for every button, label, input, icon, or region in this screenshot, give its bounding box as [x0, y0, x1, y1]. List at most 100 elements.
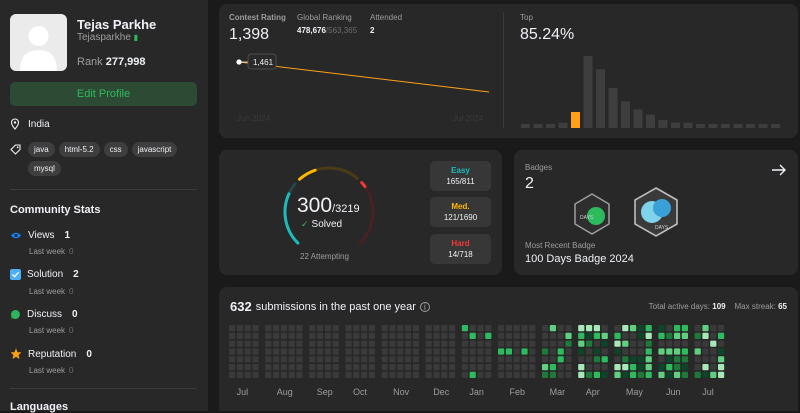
heatmap-cell [368, 325, 375, 332]
heatmap-cell [236, 371, 243, 378]
heatmap-cell [288, 371, 295, 378]
heatmap-cell [542, 340, 549, 347]
heatmap-cell [361, 325, 368, 332]
histogram-bar [596, 69, 605, 128]
medium-badge[interactable]: Med. 121/1690 [430, 197, 491, 227]
heatmap-cell [405, 332, 412, 339]
heatmap-cell [469, 364, 476, 371]
skill-tag[interactable]: javascript [131, 142, 178, 157]
heatmap-cell [425, 364, 432, 371]
heatmap-cell [666, 348, 673, 355]
heatmap-cell [317, 340, 324, 347]
heatmap-cell [324, 364, 331, 371]
heatmap-cell [578, 348, 585, 355]
histogram-bar [758, 124, 768, 128]
heatmap-cell [586, 348, 593, 355]
heatmap-cell [521, 356, 528, 363]
heatmap-cell [565, 364, 572, 371]
heatmap-cell [614, 325, 621, 332]
heatmap-cell [505, 332, 512, 339]
skill-tag[interactable]: css [103, 142, 128, 157]
heatmap-cell [542, 332, 549, 339]
edit-profile-button[interactable]: Edit Profile [10, 82, 197, 106]
heatmap-cell [389, 356, 396, 363]
recent-badge-label: Most Recent Badge [525, 241, 596, 250]
heatmap-cell [601, 371, 608, 378]
copy-icon[interactable]: ▮ [133, 33, 139, 42]
heatmap-cell [513, 340, 520, 347]
heatmap-cell [425, 356, 432, 363]
heatmap-cell [578, 371, 585, 378]
heatmap-cell [353, 332, 360, 339]
heatmap-cell [244, 340, 251, 347]
arrow-right-icon[interactable] [771, 163, 787, 177]
info-icon[interactable]: i [419, 301, 430, 312]
heatmap-cell [324, 332, 331, 339]
skill-tag[interactable]: mysql [28, 161, 61, 176]
stat-views: Views 1 [10, 230, 70, 241]
heatmap-cell [645, 364, 652, 371]
heatmap-cell [666, 364, 673, 371]
histogram-bar [771, 124, 780, 128]
heatmap-cell [593, 348, 600, 355]
heatmap-cell [485, 371, 492, 378]
heatmap-cell [477, 364, 484, 371]
avatar[interactable] [10, 14, 67, 71]
50-days-badge-icon[interactable] [572, 192, 612, 236]
heatmap-cell [236, 356, 243, 363]
histogram-bar [671, 122, 680, 128]
heatmap-cell [498, 348, 505, 355]
heatmap-cell [397, 332, 404, 339]
heatmap-cell [309, 364, 316, 371]
submissions-card: 632 submissions in the past one year i T… [219, 287, 798, 411]
heatmap-cell [469, 332, 476, 339]
x-axis-end: Jul 2024 [453, 114, 484, 123]
heatmap-cell [694, 332, 701, 339]
heatmap-cell [229, 340, 236, 347]
heatmap-cell [332, 348, 339, 355]
heatmap-cell [412, 340, 419, 347]
heatmap-cell [542, 371, 549, 378]
heatmap-cell [505, 364, 512, 371]
month-label: Sep [316, 387, 333, 397]
heatmap-cell [601, 340, 608, 347]
divider [10, 388, 197, 389]
heatmap-cell [477, 340, 484, 347]
heatmap-cell [296, 348, 303, 355]
heatmap-cell [666, 371, 673, 378]
heatmap-cell [405, 325, 412, 332]
heatmap-cell [296, 356, 303, 363]
rating-point[interactable] [236, 59, 242, 65]
heatmap-cell [485, 325, 492, 332]
skill-tag[interactable]: java [28, 142, 55, 157]
tag-icon [10, 144, 21, 155]
100-days-badge-icon[interactable] [632, 186, 680, 238]
heatmap-cell [614, 332, 621, 339]
heatmap-cell [273, 364, 280, 371]
heatmap-cell [288, 348, 295, 355]
histogram-bar [546, 124, 555, 128]
heatmap-cell [425, 332, 432, 339]
hard-badge[interactable]: Hard 14/718 [430, 234, 491, 264]
attended-value: 2 [370, 26, 375, 35]
heatmap-cell [614, 348, 621, 355]
heatmap-cell [412, 332, 419, 339]
heatmap-cell [469, 371, 476, 378]
heatmap-cell [332, 364, 339, 371]
heatmap-cell [309, 356, 316, 363]
heatmap-cell [485, 348, 492, 355]
heatmap-cell [498, 325, 505, 332]
heatmap-cell [565, 325, 572, 332]
heatmap-cell [622, 325, 629, 332]
heatmap-cell [710, 348, 717, 355]
heatmap-cell [498, 371, 505, 378]
skill-tag[interactable]: html-5.2 [58, 142, 100, 157]
heatmap-cell [265, 371, 272, 378]
histogram-bar [583, 56, 593, 128]
heatmap-cell [542, 348, 549, 355]
recent-badge-name: 100 Days Badge 2024 [525, 253, 634, 265]
month-label: Feb [509, 387, 526, 397]
heatmap-cell [513, 332, 520, 339]
easy-badge[interactable]: Easy 165/811 [430, 161, 491, 191]
star-icon [10, 348, 22, 359]
